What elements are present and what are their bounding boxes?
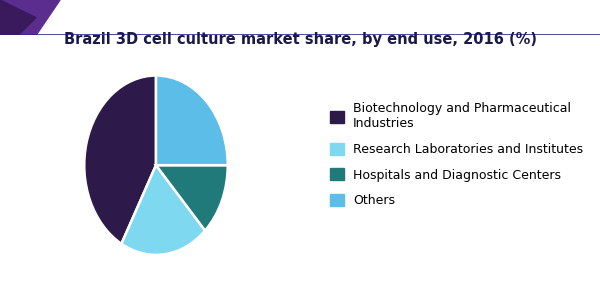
Text: Brazil 3D cell culture market share, by end use, 2016 (%): Brazil 3D cell culture market share, by … xyxy=(64,32,536,47)
Wedge shape xyxy=(121,165,205,255)
Legend: Biotechnology and Pharmaceutical
Industries, Research Laboratories and Institute: Biotechnology and Pharmaceutical Industr… xyxy=(330,102,583,207)
Wedge shape xyxy=(156,76,228,165)
Polygon shape xyxy=(0,0,36,35)
Wedge shape xyxy=(84,76,156,244)
Wedge shape xyxy=(156,165,228,231)
Polygon shape xyxy=(0,0,60,35)
